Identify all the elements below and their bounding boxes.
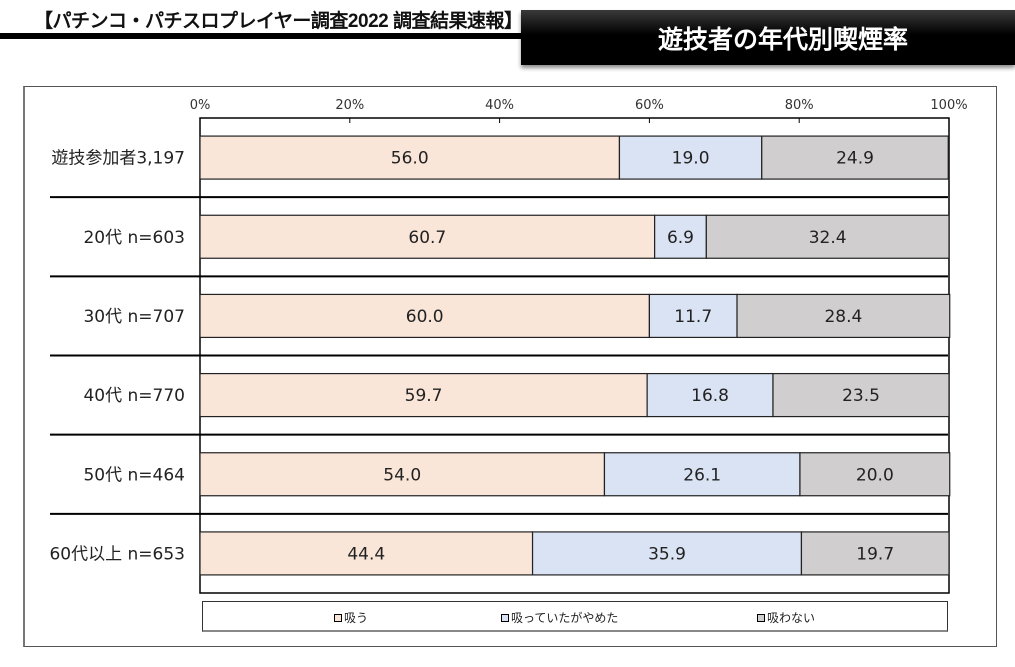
- header-rule: [0, 33, 530, 39]
- x-tick-label: 100%: [930, 98, 967, 113]
- bar-segment: [199, 214, 656, 259]
- legend-item-quit: 吸っていたがやめた: [501, 609, 618, 626]
- bar-segment: [799, 452, 951, 497]
- bar-segment: [199, 452, 606, 497]
- legend-label-quit: 吸っていたがやめた: [511, 611, 619, 625]
- data-label: 23.5: [842, 386, 880, 406]
- data-label: 60.7: [408, 228, 446, 248]
- bar-segment: [705, 214, 950, 259]
- category-label: 50代 n=464: [83, 465, 185, 485]
- category-label: 遊技参加者3,197: [51, 149, 185, 169]
- legend-swatch-smoke: [334, 613, 342, 622]
- data-label: 60.0: [406, 307, 444, 327]
- x-tick-label: 0%: [190, 98, 211, 113]
- data-label: 24.9: [836, 149, 874, 169]
- chart-legend: 吸う 吸っていたがやめた 吸わない: [202, 601, 948, 632]
- data-label: 26.1: [683, 465, 721, 485]
- data-label: 56.0: [391, 149, 429, 169]
- category-label: 40代 n=770: [83, 386, 185, 406]
- legend-label-never: 吸わない: [767, 611, 816, 625]
- bar-segment: [531, 531, 803, 576]
- category-label: 30代 n=707: [83, 307, 185, 327]
- title-banner: 遊技者の年代別喫煙率: [521, 10, 1015, 65]
- data-label: 19.0: [672, 149, 710, 169]
- data-label: 44.4: [347, 544, 385, 564]
- bar-segment: [199, 293, 650, 339]
- chart-title: 遊技者の年代別喫煙率: [657, 24, 908, 54]
- bar-segment: [199, 531, 534, 576]
- x-tick-label: 40%: [485, 98, 514, 113]
- chart-frame: [23, 86, 997, 647]
- legend-swatch-never: [757, 613, 765, 622]
- x-tick-label: 80%: [785, 98, 814, 113]
- legend-swatch-quit: [501, 613, 509, 622]
- x-tick-label: 20%: [335, 98, 364, 113]
- bar-segment: [603, 452, 801, 497]
- data-label: 35.9: [648, 544, 686, 564]
- bar-segment: [761, 135, 949, 180]
- data-label: 54.0: [383, 465, 421, 485]
- data-label: 59.7: [405, 386, 443, 406]
- category-label: 60代以上 n=653: [49, 544, 185, 564]
- bar-segment: [618, 135, 763, 180]
- data-label: 28.4: [824, 307, 862, 327]
- x-tick-label: 60%: [635, 98, 664, 113]
- data-label: 6.9: [667, 228, 694, 248]
- data-label: 19.7: [856, 544, 894, 564]
- report-header-title: 【パチンコ・パチスロプレイヤー調査2022 調査結果速報】: [34, 11, 523, 32]
- category-label: 20代 n=603: [83, 228, 185, 248]
- data-label: 32.4: [809, 228, 847, 248]
- bar-segment: [736, 293, 951, 339]
- legend-item-smoke: 吸う: [334, 609, 368, 626]
- legend-item-never: 吸わない: [757, 609, 815, 626]
- legend-label-smoke: 吸う: [344, 611, 369, 625]
- bar-segment: [646, 372, 774, 418]
- data-label: 11.7: [674, 307, 712, 327]
- data-label: 20.0: [856, 465, 894, 485]
- bar-segment: [772, 372, 950, 418]
- data-label: 16.8: [691, 386, 729, 406]
- bar-segment: [800, 531, 950, 576]
